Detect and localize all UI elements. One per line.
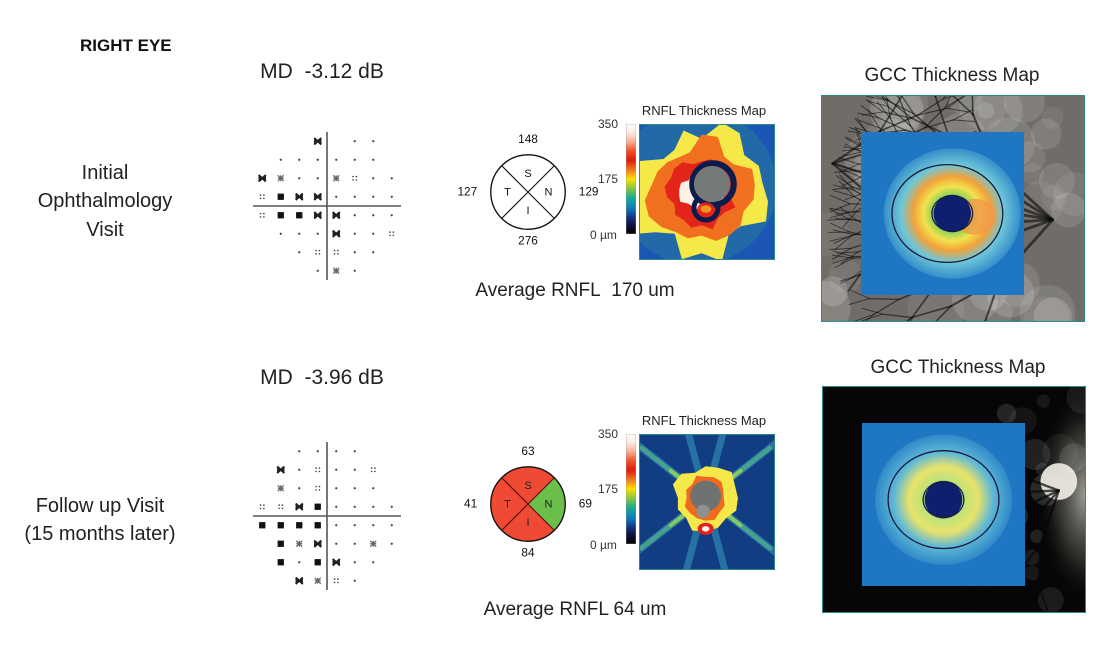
svg-text:N: N: [545, 498, 553, 510]
svg-text:S: S: [524, 168, 531, 180]
svg-text:N: N: [545, 186, 553, 198]
svg-text:T: T: [504, 498, 511, 510]
svg-text:276: 276: [518, 234, 538, 248]
svg-text:127: 127: [457, 184, 477, 198]
svg-text:T: T: [504, 186, 511, 198]
svg-text:69: 69: [579, 496, 593, 510]
svg-text:41: 41: [464, 496, 477, 510]
svg-text:S: S: [524, 480, 531, 492]
svg-text:84: 84: [521, 546, 535, 560]
svg-text:129: 129: [579, 184, 599, 198]
svg-text:I: I: [526, 517, 529, 529]
svg-text:63: 63: [521, 444, 535, 458]
svg-text:I: I: [526, 205, 529, 217]
svg-text:148: 148: [518, 132, 538, 146]
